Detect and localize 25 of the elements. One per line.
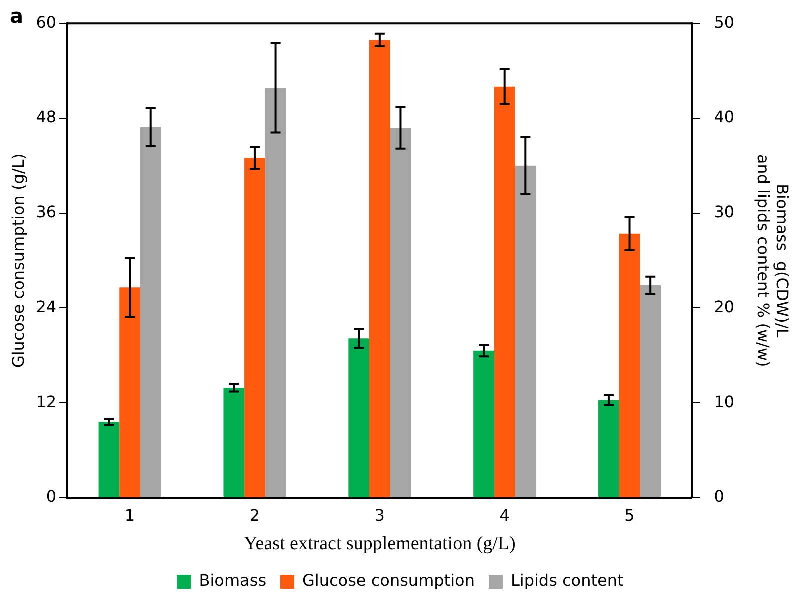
x-tick-label: 2 bbox=[250, 506, 260, 525]
y-tick-label: 12 bbox=[36, 392, 57, 412]
x-tick-label: 1 bbox=[124, 506, 136, 525]
x-axis-title: Yeast extract supplementation (g/L) bbox=[244, 534, 516, 555]
y2-tick-label: 30 bbox=[714, 202, 735, 222]
x-tick-label: 3 bbox=[374, 506, 385, 525]
y2-tick-label: 0 bbox=[714, 487, 724, 506]
y2-tick-label: 10 bbox=[714, 392, 735, 412]
text: a bbox=[10, 4, 24, 28]
bar bbox=[224, 388, 245, 498]
legend-label: Lipids content bbox=[510, 571, 624, 590]
legend-label: Biomass bbox=[199, 571, 267, 590]
y-tick-label: 48 bbox=[36, 108, 57, 127]
y-tick-label: 24 bbox=[36, 297, 57, 316]
x-tick-label: 4 bbox=[500, 506, 510, 525]
y-axis-title: Glucose consumption (g/L) bbox=[8, 154, 28, 368]
y2-tick-label: 40 bbox=[714, 108, 735, 127]
y2-tick-label: 20 bbox=[714, 297, 735, 316]
legend-label: Glucose consumption bbox=[302, 571, 475, 590]
x-tick-label: 5 bbox=[624, 506, 635, 525]
y2-tick-label: 50 bbox=[714, 12, 735, 32]
y-tick-label: 60 bbox=[36, 12, 57, 32]
y2-axis-title: Biomass g(CDW)/L and lipids content % (w/w) bbox=[754, 154, 792, 368]
y-tick-label: 36 bbox=[36, 202, 57, 222]
y-tick-label: 0 bbox=[46, 487, 57, 506]
